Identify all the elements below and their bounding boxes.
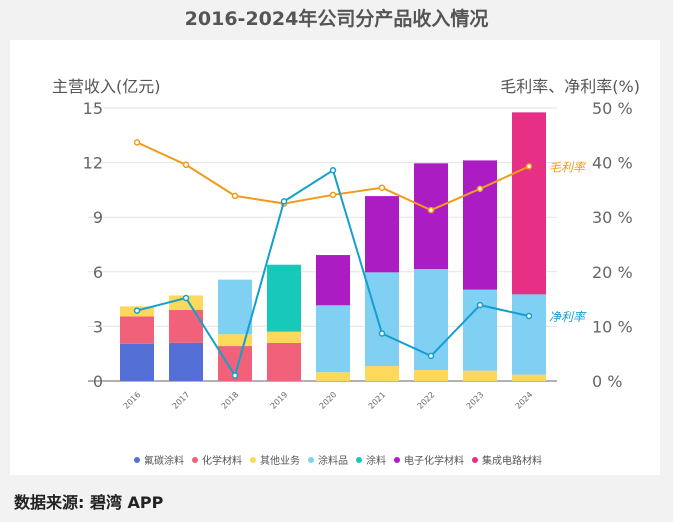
point-毛利率 [427,206,435,214]
y-tick-label: 3 [93,317,103,336]
x-tick-label: 2020 [318,390,339,411]
bar-化学材料 [267,342,301,381]
bar-电子化学材料 [414,163,448,270]
y2-tick-label: 20 % [592,263,633,282]
y-tick-label: 6 [93,263,103,282]
data-source: 数据来源: 碧湾 APP [14,493,164,512]
y2-tick-label: 40 % [592,154,633,173]
legend-item: 氟碳涂料 [144,454,184,467]
bar-涂料品 [512,294,546,375]
y-tick-label: 15 [83,99,103,118]
chart-panel: 主营收入(亿元) 毛利率、净利率(%) 0 0 % 3 10 % 6 20 % 9 30 % 12 4… [10,40,660,475]
x-tick-label: 2019 [269,390,290,411]
point-净利率 [280,198,288,205]
y2-axis-label: 毛利率、净利率(%) [500,77,640,96]
bar-其他业务 [316,372,350,381]
legend-item: 集成电路材料 [482,454,542,467]
y-tick-label: 12 [83,154,103,173]
bar-其他业务 [463,370,497,381]
bar-集成电路材料 [512,112,546,295]
legend-marker [134,457,140,463]
bar-其他业务 [414,370,448,381]
bar-涂料品 [316,305,350,373]
legend-marker [308,457,314,463]
legend-item: 其他业务 [260,454,300,467]
y2-tick-label: 0 % [592,372,622,391]
bar-其他业务 [218,334,252,347]
bar-其他业务 [267,331,301,343]
point-毛利率 [133,139,141,146]
legend-marker [394,457,400,463]
point-毛利率 [231,192,239,200]
point-净利率 [378,330,386,337]
legend-marker [472,457,478,463]
x-tick-label: 2023 [465,390,486,411]
x-tick-label: 2022 [416,390,437,411]
y2-tick-label: 50 % [592,99,633,118]
bar-电子化学材料 [316,255,350,306]
legend-marker [356,457,362,463]
chart: 主营收入(亿元) 毛利率、净利率(%) 0 0 % 3 10 % 6 20 % 9 30 % 12 4… [52,77,640,467]
y-tick-label: 9 [93,208,103,227]
series-end-label: 毛利率 [549,160,587,174]
point-毛利率 [525,163,533,170]
y-tick-label: 0 [93,372,103,391]
legend-item: 电子化学材料 [404,454,464,467]
x-tick-label: 2016 [122,390,143,411]
chart-title: 2016-2024年公司分产品收入情况 [184,8,489,30]
bar-其他业务 [365,366,399,381]
legend-item: 涂料 [366,454,386,467]
legend-marker [192,457,198,463]
x-tick-label: 2021 [367,390,388,411]
bar-化学材料 [169,310,203,343]
point-净利率 [182,294,190,302]
x-tick-label: 2024 [514,390,535,411]
legend-item: 涂料品 [318,454,348,467]
point-毛利率 [329,191,337,199]
series-end-label: 净利率 [549,310,587,324]
point-毛利率 [378,184,386,191]
point-净利率 [427,352,435,360]
point-净利率 [231,372,239,379]
point-毛利率 [476,185,484,193]
x-tick-label: 2018 [220,390,241,411]
x-tick-label: 2017 [171,390,192,411]
point-净利率 [525,312,533,320]
point-净利率 [476,301,484,309]
bar-氟碳涂料 [120,343,154,381]
bar-涂料品 [218,279,252,335]
y2-tick-label: 30 % [592,208,633,227]
bar-氟碳涂料 [169,342,203,381]
point-毛利率 [182,161,190,169]
point-净利率 [133,307,141,314]
y-axis-label: 主营收入(亿元) [52,77,161,96]
legend-marker [250,457,256,463]
bar-涂料品 [463,289,497,371]
bar-其他业务 [512,374,546,381]
y2-tick-label: 10 % [592,317,633,336]
bar-涂料 [267,264,301,332]
bar-其他业务 [169,295,203,311]
bar-化学材料 [120,316,154,344]
legend-item: 化学材料 [202,454,242,467]
bar-电子化学材料 [463,160,497,290]
point-净利率 [329,166,337,174]
bar-涂料品 [365,272,399,367]
bar-电子化学材料 [365,196,399,273]
